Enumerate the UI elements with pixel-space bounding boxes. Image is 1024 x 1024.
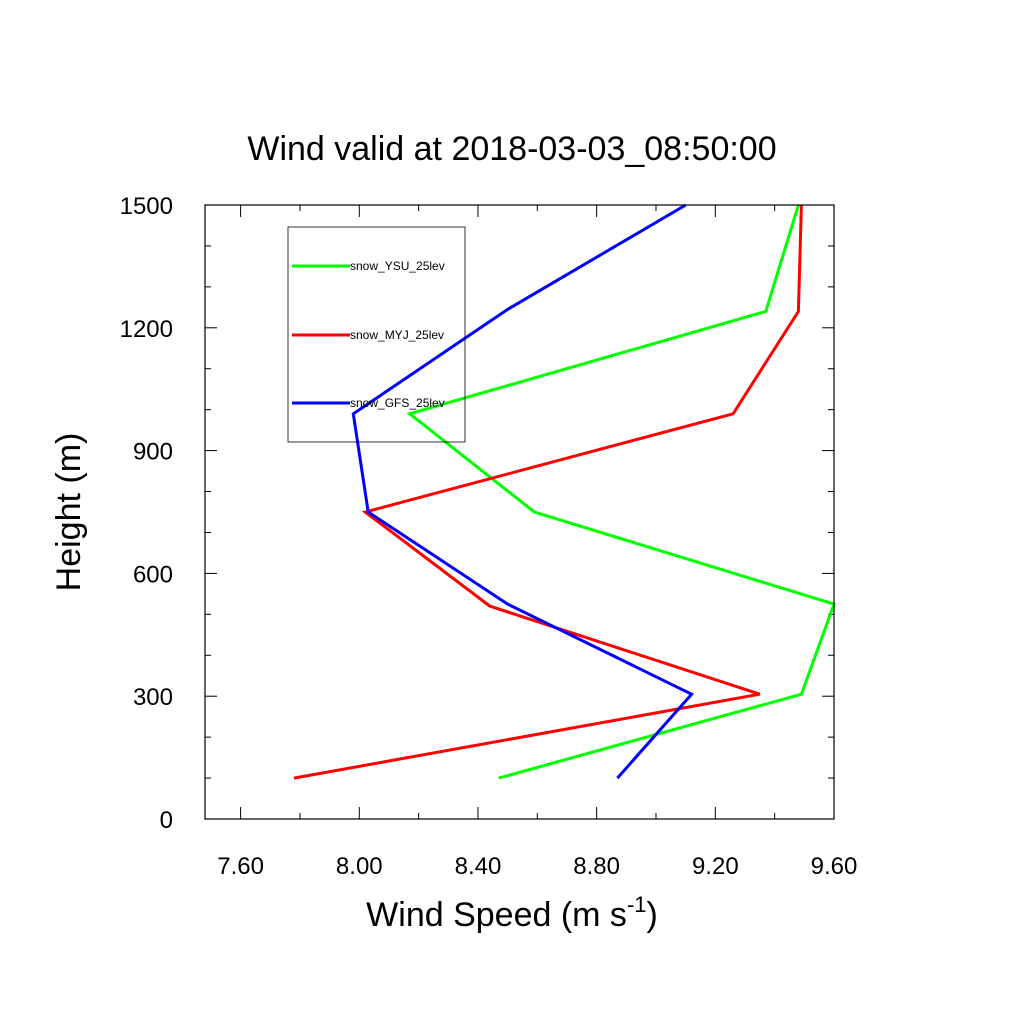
chart-title: Wind valid at 2018-03-03_08:50:00 xyxy=(247,130,776,168)
x-tick-label: 9.60 xyxy=(811,853,858,880)
y-tick-label: 1200 xyxy=(120,316,173,343)
x-tick-label: 8.00 xyxy=(336,853,383,880)
x-tick-label: 8.40 xyxy=(455,853,502,880)
x-axis-label-main: Wind Speed (m s xyxy=(366,896,627,934)
y-tick-label: 600 xyxy=(133,561,173,588)
legend-label: snow_MYJ_25lev xyxy=(350,328,444,342)
x-axis-label-sup: -1 xyxy=(627,892,647,917)
tick-labels: 7.60 8.00 8.40 8.80 9.20 9.60 0 300 600 900 1200 15… xyxy=(120,193,858,880)
y-tick-label: 0 xyxy=(160,807,173,834)
y-axis-label: Height (m) xyxy=(50,433,88,592)
series-lines xyxy=(293,203,836,780)
legend-label: snow_GFS_25lev xyxy=(350,396,445,410)
tick-marks xyxy=(205,204,835,820)
x-tick-label: 9.20 xyxy=(692,853,739,880)
y-tick-label: 300 xyxy=(133,684,173,711)
series-line-snow_YSU_25lev xyxy=(406,204,836,780)
series-line-snow_MYJ_25lev xyxy=(293,204,803,780)
x-tick-label: 8.80 xyxy=(573,853,620,880)
legend: snow_YSU_25lev snow_MYJ_25lev snow_GFS_25l… xyxy=(287,226,466,443)
legend-box xyxy=(287,226,466,443)
plot-frame xyxy=(204,204,835,820)
legend-label: snow_YSU_25lev xyxy=(350,259,445,273)
y-tick-label: 1500 xyxy=(120,193,173,220)
x-axis-label: Wind Speed (m s-1) xyxy=(366,892,658,934)
x-axis-label-close: ) xyxy=(647,896,658,934)
series-line-snow_GFS_25lev xyxy=(351,203,695,780)
x-tick-label: 7.60 xyxy=(217,853,264,880)
y-tick-label: 900 xyxy=(133,439,173,466)
